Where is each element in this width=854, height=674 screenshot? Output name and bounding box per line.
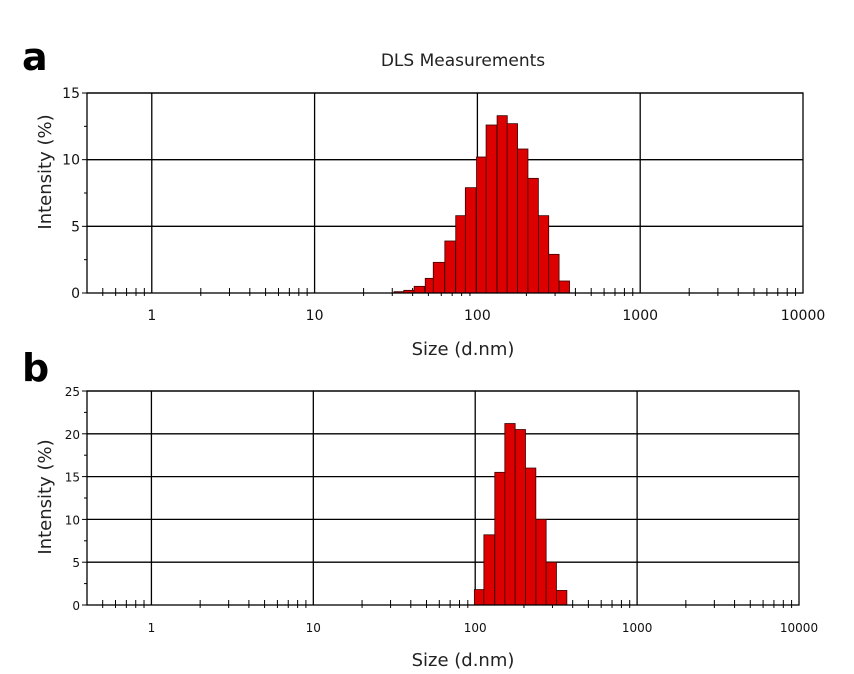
chart-a-bar <box>455 215 467 294</box>
chart-a-bar <box>485 124 498 294</box>
chart-b-bar <box>504 423 516 606</box>
chart-b-xtick-label: 10 <box>306 621 321 635</box>
chart-a-bar <box>444 240 456 294</box>
panel-label-a: a <box>22 35 48 79</box>
chart-b-bar <box>545 561 557 606</box>
chart-a-bar <box>506 123 518 294</box>
chart-a-ytick-label: 10 <box>62 153 80 169</box>
chart-b-bar <box>473 589 485 606</box>
chart-a-bar <box>476 156 487 294</box>
chart-a-ytick-label: 0 <box>71 286 80 302</box>
chart-b-xtick-label: 100 <box>464 621 487 635</box>
chart-b-xtick-label: 1 <box>148 621 156 635</box>
chart-b-ytick-label: 25 <box>65 385 80 399</box>
chart-b-xlabel: Size (d.nm) <box>412 650 515 671</box>
chart-a-bar <box>464 187 477 294</box>
chart-b-xtick-label: 1000 <box>622 621 653 635</box>
chart-b-ytick-label: 15 <box>65 471 80 485</box>
chart-a-title: DLS Measurements <box>381 51 545 71</box>
chart-a-bar <box>558 280 570 294</box>
chart-b-ytick-label: 5 <box>72 556 80 570</box>
chart-a-xtick-label: 100 <box>464 308 491 324</box>
chart-a-bar <box>517 148 529 294</box>
chart-b-bar <box>514 429 526 606</box>
chart-a: 0 5 10 15 1 10 100 1000 10000 <box>62 86 825 324</box>
chart-a-plot-frame <box>86 92 804 294</box>
chart-b-ylabel: Intensity (%) <box>35 439 56 554</box>
panel-label-b: b <box>22 346 49 390</box>
chart-a-xlabel: Size (d.nm) <box>412 339 515 360</box>
chart-a-xtick-label: 1000 <box>622 308 658 324</box>
chart-a-xtick-label: 10 <box>306 308 324 324</box>
chart-b-bar <box>535 519 547 606</box>
chart-b-bar <box>525 467 537 606</box>
chart-b-bar <box>494 471 506 606</box>
chart-a-bar <box>432 261 445 294</box>
chart-a-ytick-label: 5 <box>71 219 80 235</box>
chart-b-bar <box>483 534 495 606</box>
chart-b-ytick-label: 10 <box>65 513 80 527</box>
chart-a-xtick-label: 1 <box>147 308 156 324</box>
chart-a-bar <box>413 285 425 294</box>
chart-b: 0 5 10 15 20 25 1 10 100 1000 10000 <box>65 385 818 635</box>
chart-a-ylabel: Intensity (%) <box>35 114 56 229</box>
chart-a-ytick-label: 15 <box>62 86 80 102</box>
chart-a-bar <box>538 215 550 294</box>
chart-a-bar <box>527 177 539 294</box>
chart-a-bar <box>548 253 560 294</box>
chart-b-ytick-label: 20 <box>65 428 80 442</box>
chart-b-ytick-label: 0 <box>72 599 80 613</box>
chart-b-bar <box>556 590 568 606</box>
chart-b-xtick-label: 10000 <box>780 621 818 635</box>
chart-b-plot-frame <box>86 390 800 606</box>
chart-a-xtick-label: 10000 <box>781 308 826 324</box>
chart-a-bar <box>496 115 508 294</box>
